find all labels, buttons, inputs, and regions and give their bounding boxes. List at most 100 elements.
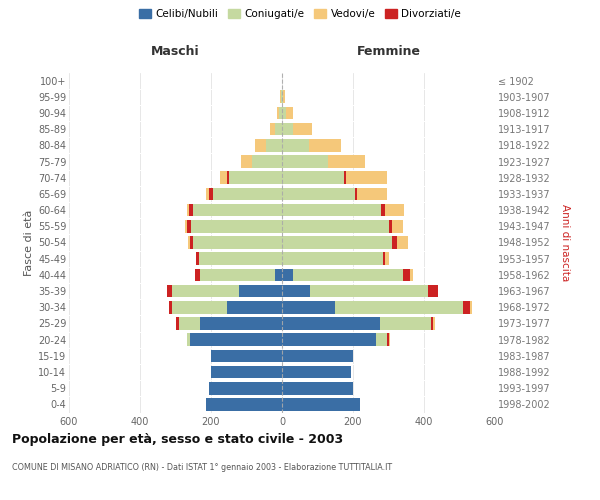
Bar — [385, 252, 389, 265]
Bar — [410, 268, 413, 281]
Bar — [188, 236, 190, 249]
Bar — [355, 188, 356, 200]
Bar — [308, 139, 341, 151]
Bar — [286, 106, 293, 120]
Bar — [328, 155, 365, 168]
Bar — [193, 236, 282, 249]
Bar — [392, 220, 403, 232]
Bar — [220, 172, 227, 184]
Bar — [190, 236, 193, 249]
Bar — [282, 366, 351, 378]
Bar — [282, 301, 335, 314]
Bar — [470, 301, 472, 314]
Bar — [213, 188, 282, 200]
Bar — [241, 155, 252, 168]
Bar — [392, 236, 397, 249]
Bar — [282, 268, 293, 281]
Bar — [266, 139, 282, 151]
Bar — [431, 317, 433, 330]
Y-axis label: Anni di nascita: Anni di nascita — [560, 204, 570, 281]
Bar — [187, 334, 190, 346]
Bar — [239, 285, 282, 298]
Bar — [282, 106, 286, 120]
Bar — [190, 334, 282, 346]
Legend: Celibi/Nubili, Coniugati/e, Vedovi/e, Divorziati/e: Celibi/Nubili, Coniugati/e, Vedovi/e, Di… — [135, 5, 465, 24]
Bar — [191, 220, 282, 232]
Bar — [185, 220, 187, 232]
Text: Maschi: Maschi — [151, 45, 200, 58]
Bar — [282, 252, 383, 265]
Bar — [433, 317, 434, 330]
Bar — [269, 123, 275, 136]
Bar — [346, 172, 387, 184]
Bar — [293, 123, 312, 136]
Bar — [282, 188, 355, 200]
Bar — [172, 285, 239, 298]
Bar — [282, 334, 376, 346]
Bar — [403, 268, 410, 281]
Bar — [206, 188, 209, 200]
Bar — [397, 236, 408, 249]
Bar — [256, 139, 266, 151]
Bar — [282, 172, 344, 184]
Bar — [356, 188, 387, 200]
Bar — [209, 188, 213, 200]
Bar — [211, 350, 282, 362]
Bar — [376, 334, 387, 346]
Bar — [383, 252, 385, 265]
Text: Femmine: Femmine — [356, 45, 421, 58]
Bar — [206, 398, 282, 410]
Bar — [176, 317, 179, 330]
Bar — [385, 204, 404, 216]
Bar — [282, 90, 283, 103]
Bar — [209, 382, 282, 394]
Bar — [463, 301, 470, 314]
Bar — [282, 204, 382, 216]
Bar — [229, 172, 282, 184]
Bar — [282, 155, 328, 168]
Bar — [167, 285, 172, 298]
Bar — [200, 317, 282, 330]
Bar — [310, 285, 428, 298]
Bar — [344, 172, 346, 184]
Bar — [428, 285, 438, 298]
Bar — [280, 90, 281, 103]
Bar — [389, 220, 392, 232]
Bar — [227, 301, 282, 314]
Bar — [387, 334, 389, 346]
Text: COMUNE DI MISANO ADRIATICO (RN) - Dati ISTAT 1° gennaio 2003 - Elaborazione TUTT: COMUNE DI MISANO ADRIATICO (RN) - Dati I… — [12, 462, 392, 471]
Bar — [189, 204, 193, 216]
Bar — [282, 398, 360, 410]
Bar — [282, 350, 353, 362]
Bar — [227, 172, 229, 184]
Bar — [282, 139, 308, 151]
Bar — [195, 268, 200, 281]
Bar — [282, 382, 353, 394]
Bar — [335, 301, 463, 314]
Bar — [283, 90, 285, 103]
Bar — [179, 317, 200, 330]
Bar — [199, 252, 282, 265]
Bar — [279, 106, 282, 120]
Bar — [211, 366, 282, 378]
Bar — [169, 301, 172, 314]
Bar — [187, 220, 191, 232]
Bar — [282, 123, 293, 136]
Bar — [281, 90, 282, 103]
Bar — [389, 334, 390, 346]
Bar — [282, 317, 380, 330]
Text: Popolazione per età, sesso e stato civile - 2003: Popolazione per età, sesso e stato civil… — [12, 432, 343, 446]
Bar — [172, 301, 227, 314]
Bar — [277, 106, 279, 120]
Bar — [382, 204, 385, 216]
Bar — [293, 268, 403, 281]
Bar — [200, 268, 275, 281]
Bar — [252, 155, 282, 168]
Bar — [196, 252, 199, 265]
Bar — [282, 220, 389, 232]
Bar — [187, 204, 189, 216]
Bar — [193, 204, 282, 216]
Bar — [380, 317, 431, 330]
Bar — [282, 236, 392, 249]
Bar — [275, 123, 282, 136]
